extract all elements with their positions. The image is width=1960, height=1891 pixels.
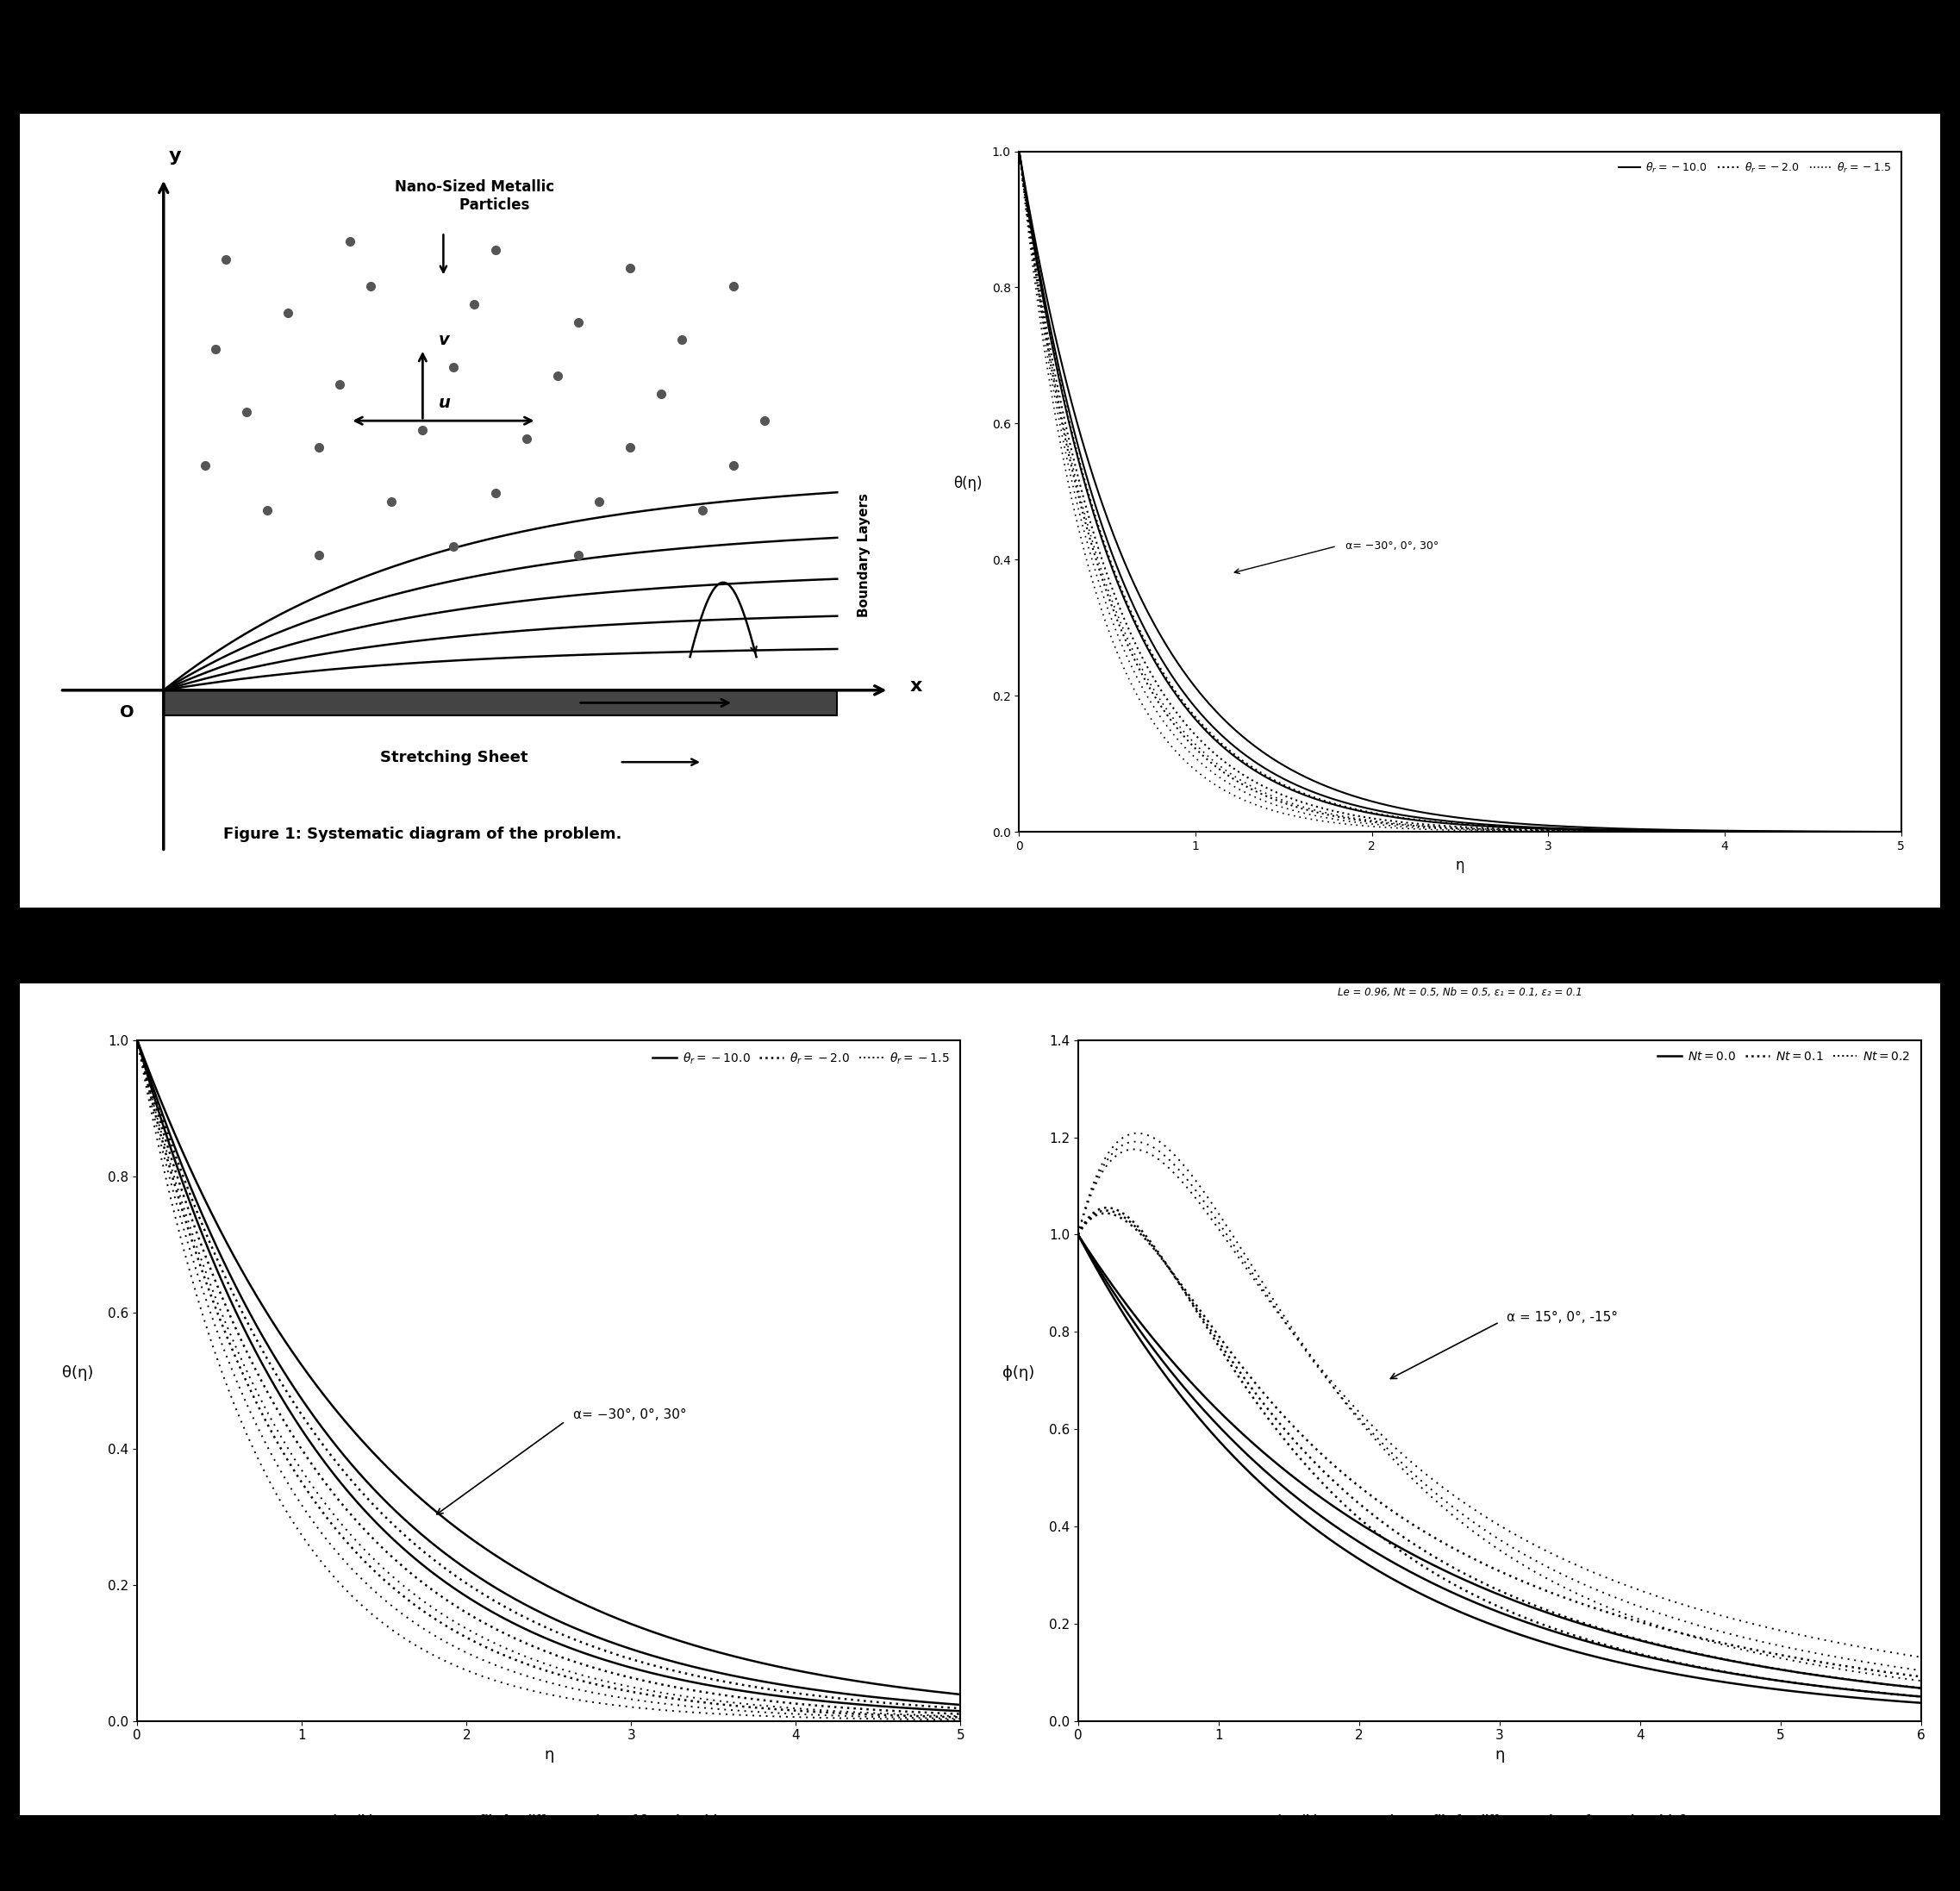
Text: Le = 1.0, Nb = 0.5, Pr = 1.0, ε₁ = 0.1, ε₂ = 0.1.: Le = 1.0, Nb = 0.5, Pr = 1.0, ε₁ = 0.1, … [1372, 1855, 1627, 1866]
Text: v: v [439, 331, 449, 348]
Text: Figure 1: Systematic diagram of the problem.: Figure 1: Systematic diagram of the prob… [223, 826, 621, 841]
Text: y: y [169, 147, 180, 165]
Text: Fig.2(b):Temperature profile for different values of θₑ and α with Pr = 1.0: Fig.2(b):Temperature profile for differe… [325, 1813, 772, 1825]
Text: O: O [120, 703, 135, 720]
Y-axis label: θ(η): θ(η) [953, 477, 982, 492]
Text: Fig.2(b):Temperature profile for different values of θₑ and α with Pr = 1.0: Fig.2(b):Temperature profile for differe… [1250, 946, 1670, 957]
Text: α= −30°, 0°, 30°: α= −30°, 0°, 30° [1347, 541, 1439, 552]
Text: Fig.4(b):Concentration profile for different values of Nt and α with θᵣ = -5.0: Fig.4(b):Concentration profile for diffe… [1270, 1813, 1729, 1825]
Text: Boundary Layers: Boundary Layers [858, 494, 870, 618]
Text: Nano-Sized Metallic
        Particles: Nano-Sized Metallic Particles [394, 180, 555, 214]
X-axis label: η: η [1456, 857, 1464, 874]
Text: x: x [909, 677, 921, 694]
Text: α = 15°, 0°, -15°: α = 15°, 0°, -15° [1507, 1310, 1617, 1324]
Legend: $\theta_r = -10.0$, $\theta_r = -2.0$, $\theta_r = -1.5$: $\theta_r = -10.0$, $\theta_r = -2.0$, $… [1615, 157, 1895, 180]
FancyBboxPatch shape [163, 690, 837, 715]
Legend: $Nt = 0.0$, $Nt = 0.1$, $Nt = 0.2$: $Nt = 0.0$, $Nt = 0.1$, $Nt = 0.2$ [1652, 1046, 1915, 1068]
Legend: $\theta_r = -10.0$, $\theta_r = -2.0$, $\theta_r = -1.5$: $\theta_r = -10.0$, $\theta_r = -2.0$, $… [647, 1046, 955, 1070]
Text: u: u [439, 395, 451, 410]
Text: Le = 0.96, Nt = 0.5, Nb = 0.5, ε₁ = 0.1, ε₂ = 0.1: Le = 0.96, Nt = 0.5, Nb = 0.5, ε₁ = 0.1,… [419, 1855, 678, 1866]
Text: Le = 0.96, Nt = 0.5, Nb = 0.5, ε₁ = 0.1, ε₂ = 0.1: Le = 0.96, Nt = 0.5, Nb = 0.5, ε₁ = 0.1,… [1339, 987, 1582, 998]
Text: α= −30°, 0°, 30°: α= −30°, 0°, 30° [574, 1409, 686, 1420]
Y-axis label: θ(η): θ(η) [63, 1365, 94, 1380]
Y-axis label: ϕ(η): ϕ(η) [1004, 1365, 1035, 1380]
Text: Stretching Sheet: Stretching Sheet [380, 751, 527, 766]
X-axis label: η: η [1494, 1747, 1505, 1762]
X-axis label: η: η [543, 1747, 555, 1762]
